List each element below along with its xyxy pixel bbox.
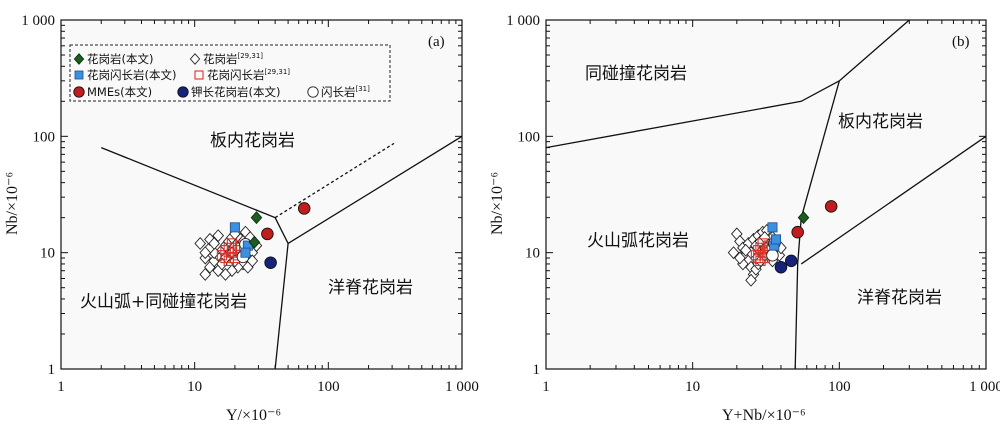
x-axis-label-a: Y/×10⁻⁶ [226,407,281,424]
y-tick-label: 1 000 [21,13,55,29]
legend-label: 花岗岩(本文) [87,52,153,66]
region-label-a-2: 洋脊花岗岩 [328,278,413,298]
data-point [264,256,277,269]
points-a [194,202,311,281]
boundaries-b [546,20,986,369]
legend-marker [73,53,85,65]
legend-label: MMEs(本文) [87,85,152,99]
legend-box [69,44,391,102]
x-tick-label: 1 000 [969,379,1000,395]
ticks-b: 1 10 100 1 000 1 10 100 1 000 [506,13,1000,395]
data-point [223,255,234,267]
legend-marker [307,86,319,98]
data-point [208,236,221,250]
region-label-a-1: 火山弧+同碰撞花岗岩 [80,292,247,312]
points-b [727,200,838,287]
region-label-b-3: 洋脊花岗岩 [857,288,942,308]
x-axis-label-b: Y+Nb/×10⁻⁶ [722,407,806,424]
y-tick-label: 100 [33,129,56,145]
y-tick-label: 100 [518,129,541,145]
data-point [767,222,778,233]
data-point [771,234,782,245]
data-point [194,236,207,250]
legend-marker [177,86,189,98]
y-tick-label: 10 [40,246,55,262]
data-point [297,202,311,215]
legend-label: 钾长花岗岩(本文) [191,85,280,99]
data-point [240,247,251,258]
region-label-a-0: 板内花岗岩 [210,131,295,151]
data-point [229,222,240,233]
data-point [229,242,241,254]
region-label-b-1: 板内花岗岩 [838,112,923,132]
legend: 花岗岩(本文) 花岗岩[29,31]花岗闪长岩(本文) 花岗闪长岩[29,31]MM… [69,44,391,102]
boundary-line-b-0 [546,80,840,149]
legend-marker [73,86,85,98]
x-tick-label: 1 000 [445,379,479,395]
panel-a: 1 10 100 1 000 1 10 100 1 000 (a) 板内花岗岩 火山弧+同碰撞… [4,13,479,424]
ticks-a: 1 10 100 1 000 1 10 100 1 000 [21,13,479,395]
legend-marker [189,53,201,65]
x-tick-label: 100 [828,379,851,395]
boundary-line-b-1 [838,20,910,82]
data-point [784,254,798,268]
data-point [797,211,810,225]
region-label-b-2: 火山弧花岗岩 [587,231,689,251]
data-point [220,252,231,264]
y-axis-label-a: Nb/×10⁻⁶ [4,172,21,235]
y-tick-label: 1 000 [506,13,540,29]
x-tick-label: 10 [685,379,700,395]
x-tick-label: 10 [187,379,202,395]
legend-label: 花岗闪长岩(本文) [87,68,176,82]
legend-entries: 花岗岩(本文) 花岗岩[29,31]花岗闪长岩(本文) 花岗闪长岩[29,31]MM… [73,52,370,99]
data-point [745,273,757,287]
data-point [199,267,212,281]
y-axis-label-b: Nb/×10⁻⁶ [489,172,506,235]
region-label-b-0: 同碰撞花岗岩 [585,64,687,84]
plot-area-a [60,19,463,370]
data-point [774,260,788,274]
data-point [248,235,261,249]
x-tick-label: 1 [542,379,550,395]
y-tick-label: 10 [525,246,540,262]
data-point [727,246,740,260]
plot-area-b [545,19,987,370]
legend-marker [74,70,84,80]
x-tick-label: 1 [57,379,65,395]
data-point [739,243,752,257]
panel-label-b: (b) [952,34,970,50]
data-point [791,225,804,239]
boundary-line-b-3 [800,135,986,265]
data-point [250,211,263,225]
boundaries-a [100,135,462,369]
boundary-line-a-2 [274,243,289,369]
y-tick-label: 1 [48,362,56,378]
y-tick-label: 1 [533,362,541,378]
data-point [766,249,779,262]
data-point [734,251,746,265]
panel-label-a: (a) [428,34,445,50]
data-point [199,246,212,260]
boundary-line-a-1 [287,135,462,245]
legend-marker [194,70,204,80]
data-point [753,252,764,264]
boundary-dashed-a-0 [274,142,395,219]
data-point [824,200,838,213]
x-tick-label: 100 [317,379,340,395]
data-point [261,227,274,241]
boundary-line-b-2 [794,80,840,369]
